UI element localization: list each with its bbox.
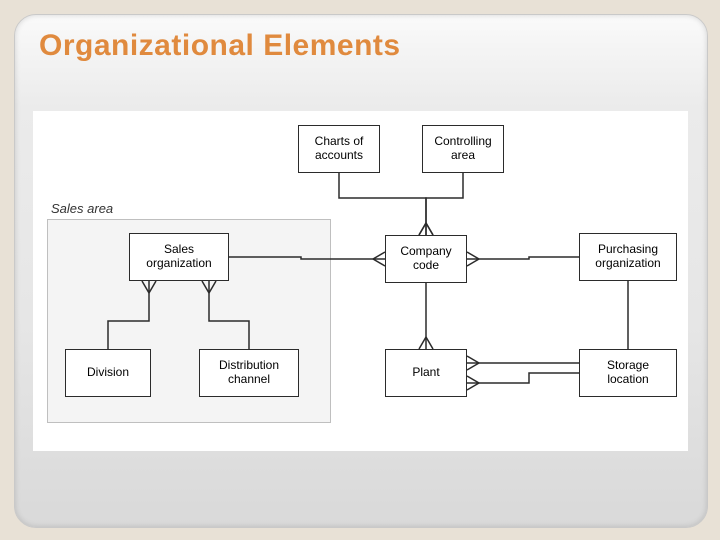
node-plant: Plant — [385, 349, 467, 397]
node-storage-location: Storagelocation — [579, 349, 677, 397]
node-sales-organization: Salesorganization — [129, 233, 229, 281]
page-title: Organizational Elements — [39, 29, 401, 63]
sales-area-label: Sales area — [51, 201, 113, 216]
node-purchasing-organization: Purchasingorganization — [579, 233, 677, 281]
node-charts-of-accounts: Charts ofaccounts — [298, 125, 380, 173]
node-division: Division — [65, 349, 151, 397]
diagram-canvas: Sales area Charts ofaccounts Controlling… — [33, 111, 688, 451]
node-controlling-area: Controllingarea — [422, 125, 504, 173]
node-company-code: Companycode — [385, 235, 467, 283]
slide-frame: Organizational Elements Sales area Chart… — [14, 14, 708, 528]
node-distribution-channel: Distributionchannel — [199, 349, 299, 397]
